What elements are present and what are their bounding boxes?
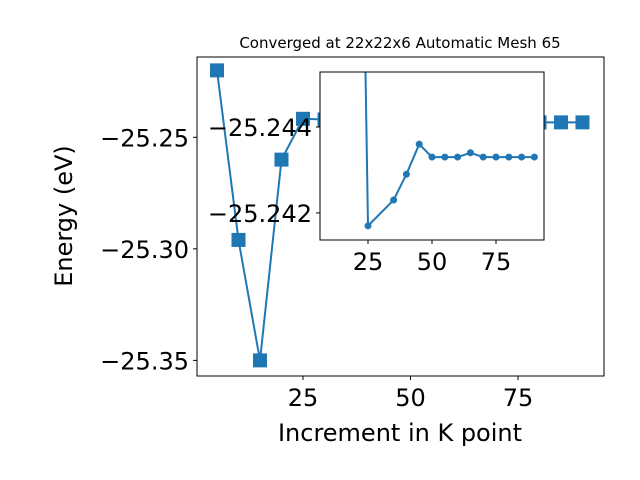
marker: [518, 153, 526, 161]
series: [364, 72, 538, 230]
marker: [479, 153, 487, 161]
marker: [415, 140, 423, 148]
marker: [364, 222, 372, 230]
marker: [454, 153, 462, 161]
y-tick-label: −25.25: [100, 124, 189, 152]
y-tick-label: −25.30: [100, 236, 189, 264]
y-tick-label: −25.35: [100, 347, 189, 375]
x-tick-label: 50: [395, 384, 426, 412]
x-tick-label: 25: [288, 384, 319, 412]
axes-frame: [319, 71, 545, 241]
x-tick-label: 75: [503, 384, 534, 412]
marker: [295, 111, 310, 126]
x-axis-label: Increment in K point: [278, 419, 522, 447]
marker: [428, 153, 436, 161]
y-tick-label: −25.244: [208, 114, 312, 142]
marker: [231, 232, 246, 247]
marker: [252, 353, 267, 368]
x-tick-label: 50: [417, 248, 448, 276]
y-axis-label: Energy (eV): [50, 145, 78, 287]
marker: [390, 196, 398, 204]
x-tick-label: 75: [481, 248, 512, 276]
marker: [209, 63, 224, 78]
marker: [492, 153, 500, 161]
marker: [402, 170, 410, 178]
chart-title: Converged at 22x22x6 Automatic Mesh 65: [239, 34, 560, 52]
marker: [530, 153, 538, 161]
marker: [575, 115, 590, 130]
marker: [505, 153, 513, 161]
marker: [274, 152, 289, 167]
marker: [553, 115, 568, 130]
marker: [441, 153, 449, 161]
y-tick-label: −25.242: [208, 200, 312, 228]
x-tick-label: 25: [353, 248, 384, 276]
axes-frame: [196, 56, 605, 377]
marker: [466, 149, 474, 157]
